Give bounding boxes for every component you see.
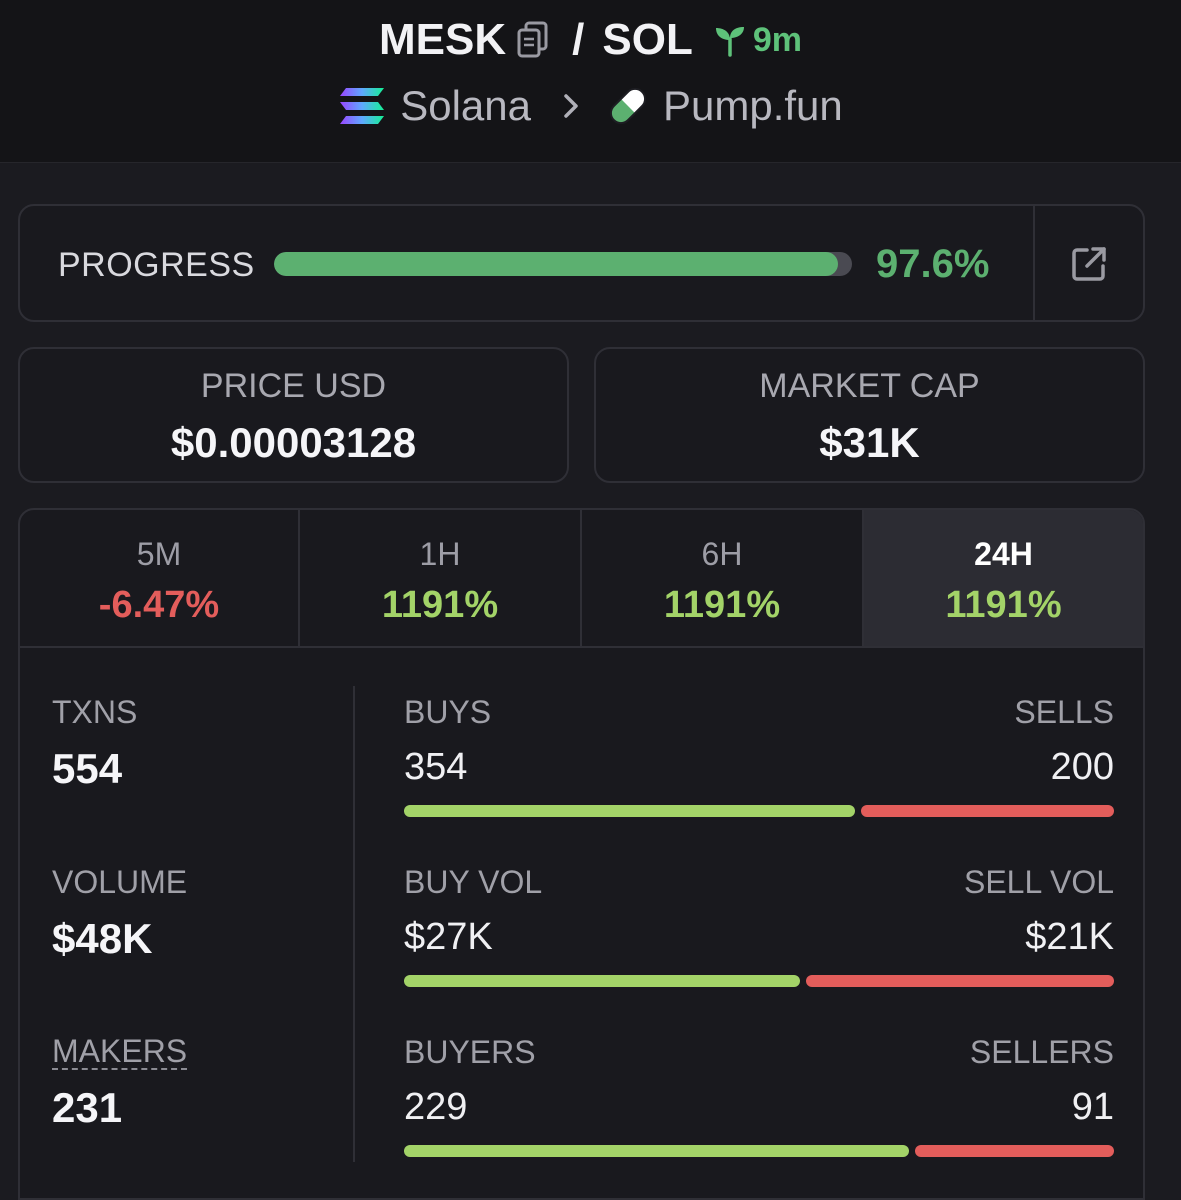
price-usd-label: PRICE USD xyxy=(200,367,387,405)
pair-header: MESK / SOL 9m xyxy=(0,0,1181,163)
sells-label: SELLS xyxy=(1014,694,1114,730)
sellers-label: SELLERS xyxy=(969,1034,1114,1070)
price-change-value: -6.47% xyxy=(98,584,220,626)
buy-sell-volume-split: BUY VOL SELL VOL $27K $21K xyxy=(404,864,1114,994)
chevron-right-icon xyxy=(563,93,579,119)
tab-5m[interactable]: 5M -6.47% xyxy=(20,510,300,646)
tab-label: 1H xyxy=(419,536,461,572)
tab-label: 6H xyxy=(701,536,743,572)
pill-icon xyxy=(605,83,651,129)
sells-value: 200 xyxy=(1050,746,1114,788)
progress-value: 97.6% xyxy=(876,242,990,286)
pair-title: MESK / SOL 9m xyxy=(0,12,1181,68)
volume-metric: VOLUME $48K xyxy=(52,864,187,963)
buys-label: BUYS xyxy=(404,694,492,730)
makers-label[interactable]: MAKERS xyxy=(52,1033,188,1070)
sell-vol-value: $21K xyxy=(1025,916,1114,958)
txns-value: 554 xyxy=(52,745,123,792)
chain-link[interactable]: Solana xyxy=(400,82,531,129)
copy-icon[interactable] xyxy=(516,21,550,59)
external-link-icon xyxy=(1069,244,1109,284)
buys-sells-split: BUYS SELLS 354 200 xyxy=(404,694,1114,824)
pair-age: 9m xyxy=(713,21,802,60)
txns-metric: TXNS 554 xyxy=(52,694,137,793)
volume-value: $48K xyxy=(52,915,153,962)
external-link-button[interactable] xyxy=(1067,242,1111,286)
seedling-icon xyxy=(713,23,753,57)
makers-metric: MAKERS 231 xyxy=(52,1033,188,1132)
price-usd-card: PRICE USD $0.00003128 xyxy=(18,347,569,483)
buyers-label: BUYERS xyxy=(404,1034,536,1070)
market-cap-card: MARKET CAP $31K xyxy=(594,347,1145,483)
sell-vol-label: SELL VOL xyxy=(963,864,1114,900)
dex-link[interactable]: Pump.fun xyxy=(663,82,843,129)
volume-label: VOLUME xyxy=(52,864,188,900)
buys-value: 354 xyxy=(404,746,468,788)
sellers-value: 91 xyxy=(1071,1086,1114,1128)
column-divider xyxy=(353,686,355,1162)
progress-bar-fill xyxy=(274,252,839,276)
buyers-bar xyxy=(404,1145,910,1157)
sells-bar xyxy=(860,805,1114,817)
buy-vol-value: $27K xyxy=(404,916,493,958)
buyers-value: 229 xyxy=(404,1086,468,1128)
tab-label: 24H xyxy=(974,536,1033,572)
timeframe-tabs: 5M -6.47% 1H 1191% 6H 1191% 24H 1191% xyxy=(20,510,1143,648)
sell-vol-bar xyxy=(806,975,1114,987)
bonding-progress-card: PROGRESS 97.6% xyxy=(18,204,1145,322)
txns-label: TXNS xyxy=(52,694,138,730)
buyers-sellers-split: BUYERS SELLERS 229 91 xyxy=(404,1034,1114,1164)
tab-label: 5M xyxy=(136,536,182,572)
progress-label: PROGRESS xyxy=(58,246,255,284)
price-change-value: 1191% xyxy=(945,584,1062,626)
price-change-value: 1191% xyxy=(381,584,499,626)
tab-24h[interactable]: 24H 1191% xyxy=(864,510,1143,646)
pair-separator: / xyxy=(572,15,585,64)
chain-breadcrumb: Solana Pump.fun xyxy=(0,78,1181,134)
market-cap-label: MARKET CAP xyxy=(759,367,980,405)
tab-6h[interactable]: 6H 1191% xyxy=(582,510,864,646)
market-cap-value: $31K xyxy=(819,419,920,466)
token-symbol: MESK xyxy=(379,15,507,64)
price-usd-value: $0.00003128 xyxy=(170,419,417,466)
buy-vol-label: BUY VOL xyxy=(404,864,543,900)
sellers-bar xyxy=(915,1145,1114,1157)
progress-divider xyxy=(1033,206,1035,320)
quote-symbol: SOL xyxy=(602,15,693,64)
tab-1h[interactable]: 1H 1191% xyxy=(300,510,582,646)
buys-bar xyxy=(404,805,855,817)
price-change-value: 1191% xyxy=(663,584,781,626)
solana-logo-icon xyxy=(338,86,386,126)
pair-age-value: 9m xyxy=(752,20,802,59)
trading-stats-card: 5M -6.47% 1H 1191% 6H 1191% 24H 1191% TX… xyxy=(18,508,1145,1200)
buy-vol-bar xyxy=(404,975,801,987)
progress-bar xyxy=(274,252,852,276)
makers-value: 231 xyxy=(52,1084,123,1131)
